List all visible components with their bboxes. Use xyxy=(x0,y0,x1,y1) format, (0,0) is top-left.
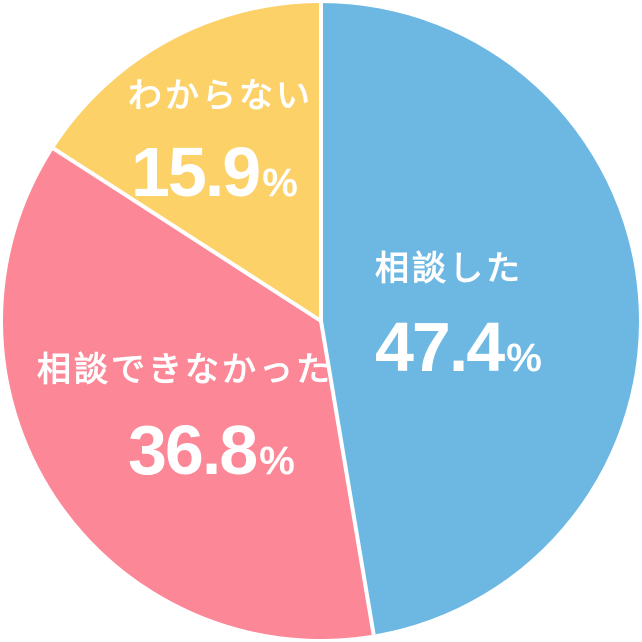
slice-label-group-consulted: 相談した 47.4% xyxy=(375,252,542,382)
pie-slice-1 xyxy=(3,148,374,639)
slice-value-number: 47.4 xyxy=(375,308,505,386)
percent-sign: % xyxy=(259,439,295,483)
slice-separator xyxy=(52,146,323,323)
percent-sign: % xyxy=(506,336,542,380)
slice-label-group-unknown: わからない 15.9% xyxy=(128,79,313,207)
percent-sign: % xyxy=(262,161,298,205)
pie-slice-0 xyxy=(321,3,639,635)
slice-label-group-could-not-consult: 相談できなかった 36.8% xyxy=(37,353,333,485)
slice-label: 相談できなかった xyxy=(37,351,333,389)
slice-value: 47.4% xyxy=(375,312,542,382)
slice-label: 相談した xyxy=(375,250,523,288)
slice-value: 15.9% xyxy=(131,137,313,207)
slice-value-number: 36.8 xyxy=(128,411,258,489)
slice-value-number: 15.9 xyxy=(131,133,261,211)
slice-label: わからない xyxy=(128,77,313,115)
slice-value: 36.8% xyxy=(128,415,333,485)
pie-slice-2 xyxy=(53,3,321,321)
slice-separator xyxy=(319,320,376,635)
